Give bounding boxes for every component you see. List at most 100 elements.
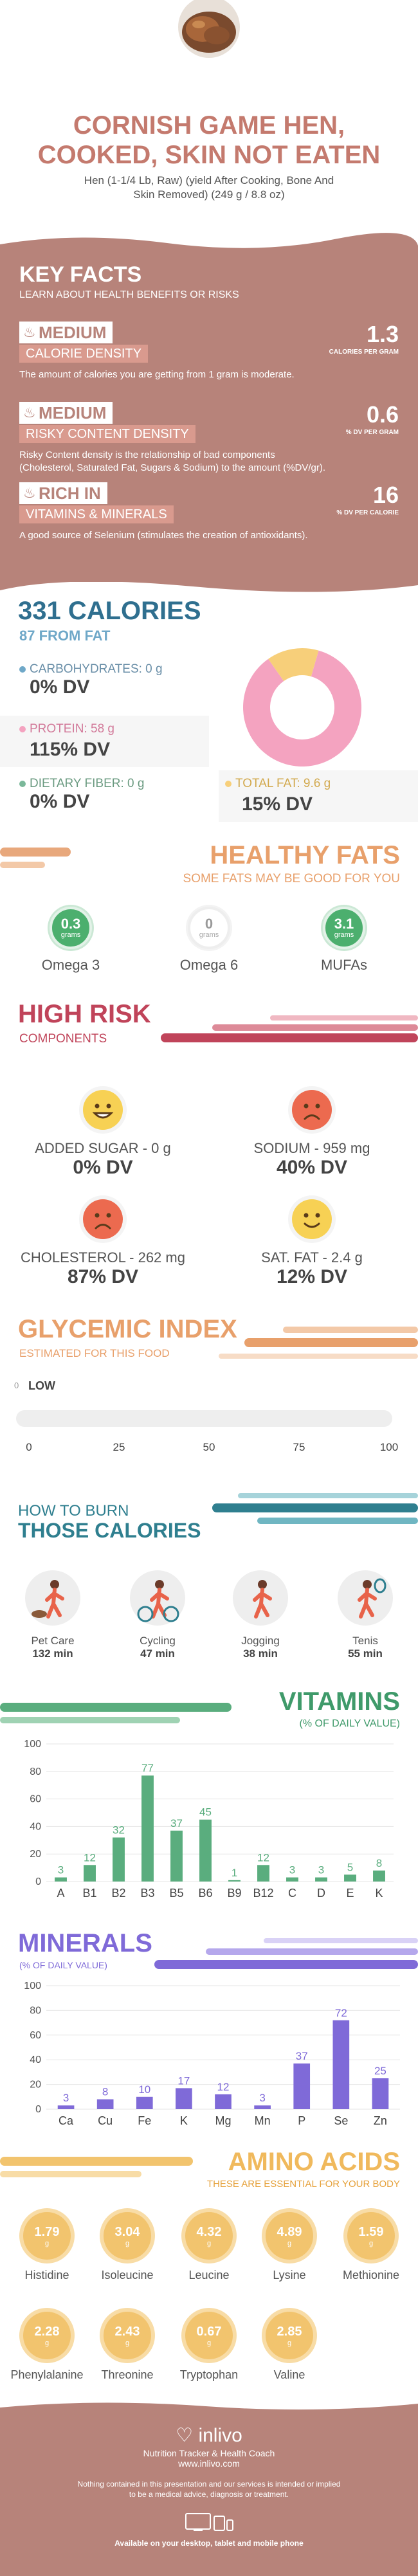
bar-c — [286, 1877, 298, 1882]
healthy-fat-item: 3.1 grams MUFAs — [305, 907, 383, 974]
risk-dv: 40% DV — [276, 1157, 348, 1178]
flame-icon: ♨ — [23, 485, 36, 501]
glycemic-tick-label: 50 — [203, 1441, 215, 1453]
healthy-fats-section: HEALTHY FATS SOME FATS MAY BE GOOD FOR Y… — [0, 836, 418, 1003]
key-fact-level: MEDIUM — [19, 322, 113, 343]
amino-unit: g — [287, 2239, 292, 2247]
amino-unit: g — [125, 2239, 130, 2247]
y-tick-label: 60 — [30, 1794, 41, 1805]
amino-label: Lysine — [273, 2269, 306, 2281]
key-facts-subtitle: LEARN ABOUT HEALTH BENEFITS OR RISKS — [19, 289, 239, 300]
y-tick-label: 80 — [30, 1766, 41, 1777]
burn-title-line1: HOW TO BURN — [18, 1502, 129, 1519]
x-tick-label: B12 — [253, 1887, 273, 1900]
high-risk-section: HIGH RISK COMPONENTS ADDED SUGAR - 0 g 0%… — [0, 1000, 418, 1302]
minerals-bar-chart: 0 20 40 60 80 100 3 Ca 8 Cu 10 Fe 17 K 12 Mg 3 Mn 37 P 72 Se 2… — [24, 1981, 400, 2127]
y-tick-label: 100 — [24, 1981, 41, 1991]
bar-value-label: 72 — [335, 2007, 347, 2019]
amino-subtitle: THESE ARE ESSENTIAL FOR YOUR BODY — [206, 2179, 400, 2190]
tennis-icon — [338, 1570, 393, 1626]
amino-value: 2.43 — [114, 2324, 140, 2339]
footer-tagline: Nutrition Tracker & Health Coach — [143, 2448, 275, 2458]
key-fact-description: (Cholesterol, Saturated Fat, Sugars & So… — [19, 462, 326, 473]
amino-label: Isoleucine — [101, 2269, 154, 2281]
minerals-section: MINERALS (% OF DAILY VALUE) 0 20 40 60 80 100… — [0, 1929, 418, 2141]
key-facts-section: KEY FACTS LEARN ABOUT HEALTH BENEFITS OR… — [0, 231, 418, 582]
burn-item: Tenis 55 min — [327, 1570, 404, 1660]
burn-activity-time: 38 min — [243, 1647, 278, 1660]
donut-slice-protein — [243, 650, 361, 766]
key-facts-title: KEY FACTS — [19, 262, 142, 287]
healthy-fats-subtitle: SOME FATS MAY BE GOOD FOR YOU — [183, 872, 400, 885]
bar-k — [176, 2088, 192, 2109]
vitamins-bar-chart: 0 20 40 60 80 100 3 A 12 B1 32 B2 77 B3 37 B5 45 B6 1 B9 12 B… — [24, 1739, 394, 1900]
x-tick-label: A — [57, 1887, 64, 1900]
footer-available: Available on your desktop, tablet and mo… — [114, 2539, 304, 2548]
decor-stripe — [0, 848, 71, 857]
serving-subtitle: Hen (1-1/4 Lb, Raw) (yield After Cooking… — [84, 174, 334, 201]
bar-b5 — [170, 1830, 183, 1882]
bar-value-label: 45 — [199, 1806, 212, 1819]
key-fact-item: MEDIUM ♨ CALORIE DENSITY 1.3 CALORIES PER GR… — [19, 322, 399, 392]
amino-item: 4.89 g Lysine — [248, 2212, 331, 2282]
decor-stripe — [0, 862, 45, 868]
amino-unit: g — [368, 2239, 374, 2247]
decor-stripe — [206, 1948, 418, 1955]
footer-disclaimer: Nothing contained in this presentation a… — [77, 2480, 341, 2499]
amino-circle: 4.89 g — [266, 2212, 313, 2260]
bar-value-label: 1 — [232, 1867, 237, 1879]
decor-stripe — [238, 1493, 418, 1498]
risk-item: SODIUM - 959 mg 40% DV — [215, 1090, 408, 1179]
x-tick-label: E — [346, 1887, 354, 1900]
amino-circle: 4.32 g — [185, 2212, 233, 2260]
bar-e — [344, 1874, 356, 1882]
fat-dot-icon — [225, 781, 232, 787]
bar-a — [55, 1877, 67, 1882]
key-fact-unit: % DV PER CALORIE — [336, 509, 399, 516]
amino-unit: g — [44, 2339, 50, 2347]
footer: ♡ inlivo Nutrition Tracker & Health Coac… — [0, 2399, 418, 2576]
x-tick-label: B2 — [111, 1887, 125, 1900]
face-sad-icon — [292, 1090, 332, 1130]
healthy-fat-label: Omega 3 — [41, 957, 100, 973]
x-tick-label: B9 — [227, 1887, 241, 1900]
healthy-fat-unit: grams — [334, 931, 354, 939]
decor-stripe — [0, 2171, 141, 2177]
bar-value-label: 12 — [257, 1851, 269, 1864]
vitamins-title: VITAMINS — [278, 1687, 400, 1716]
y-tick-label: 60 — [30, 2030, 41, 2041]
bar-k — [373, 1870, 385, 1882]
key-fact-description: A good source of Selenium (stimulates th… — [19, 530, 308, 541]
key-fact-item: MEDIUM ♨ RISKY CONTENT DENSITY 0.6% DV PER … — [19, 402, 399, 473]
key-fact-value: 1.3 — [366, 321, 399, 347]
bar-value-label: 10 — [138, 2083, 150, 2096]
decor-stripe — [219, 1354, 418, 1359]
glycemic-bar-track — [16, 1410, 392, 1427]
y-tick-label: 80 — [30, 2005, 41, 2016]
amino-item: 2.28 g Phenylalanine — [5, 2312, 89, 2382]
bar-zn — [372, 2078, 389, 2109]
bar-cu — [96, 2099, 114, 2109]
decor-stripe — [212, 1503, 418, 1512]
bar-d — [315, 1877, 327, 1882]
fiber-stat: DIETARY FIBER: 0 g 0% DV — [19, 777, 144, 813]
healthy-fats-title: HEALTHY FATS — [210, 841, 400, 869]
fiber-dot-icon — [19, 781, 26, 787]
amino-value: 1.59 — [358, 2224, 384, 2239]
key-fact-name: VITAMINS & MINERALS — [19, 505, 174, 523]
calories-top-wave — [0, 579, 418, 592]
amino-item: 3.04 g Isoleucine — [86, 2212, 169, 2282]
x-tick-label: Se — [334, 2114, 348, 2127]
decor-stripe — [0, 1717, 180, 1723]
footer-url[interactable]: www.inlivo.com — [178, 2458, 240, 2469]
bar-b9 — [228, 1880, 241, 1882]
burn-activity-label: Pet Care — [31, 1635, 75, 1647]
carbs-dot-icon — [19, 666, 26, 673]
bar-se — [332, 2020, 350, 2109]
protein-stat: PROTEIN: 58 g 115% DV — [0, 716, 209, 767]
footer-brand: ♡ inlivo — [176, 2425, 242, 2446]
carbs-stat: CARBOHYDRATES: 0 g 0% DV — [19, 662, 163, 698]
amino-circle: 2.28 g — [23, 2312, 71, 2359]
decor-stripe — [257, 1518, 418, 1524]
healthy-fat-circle: 0.3 grams — [50, 907, 92, 949]
